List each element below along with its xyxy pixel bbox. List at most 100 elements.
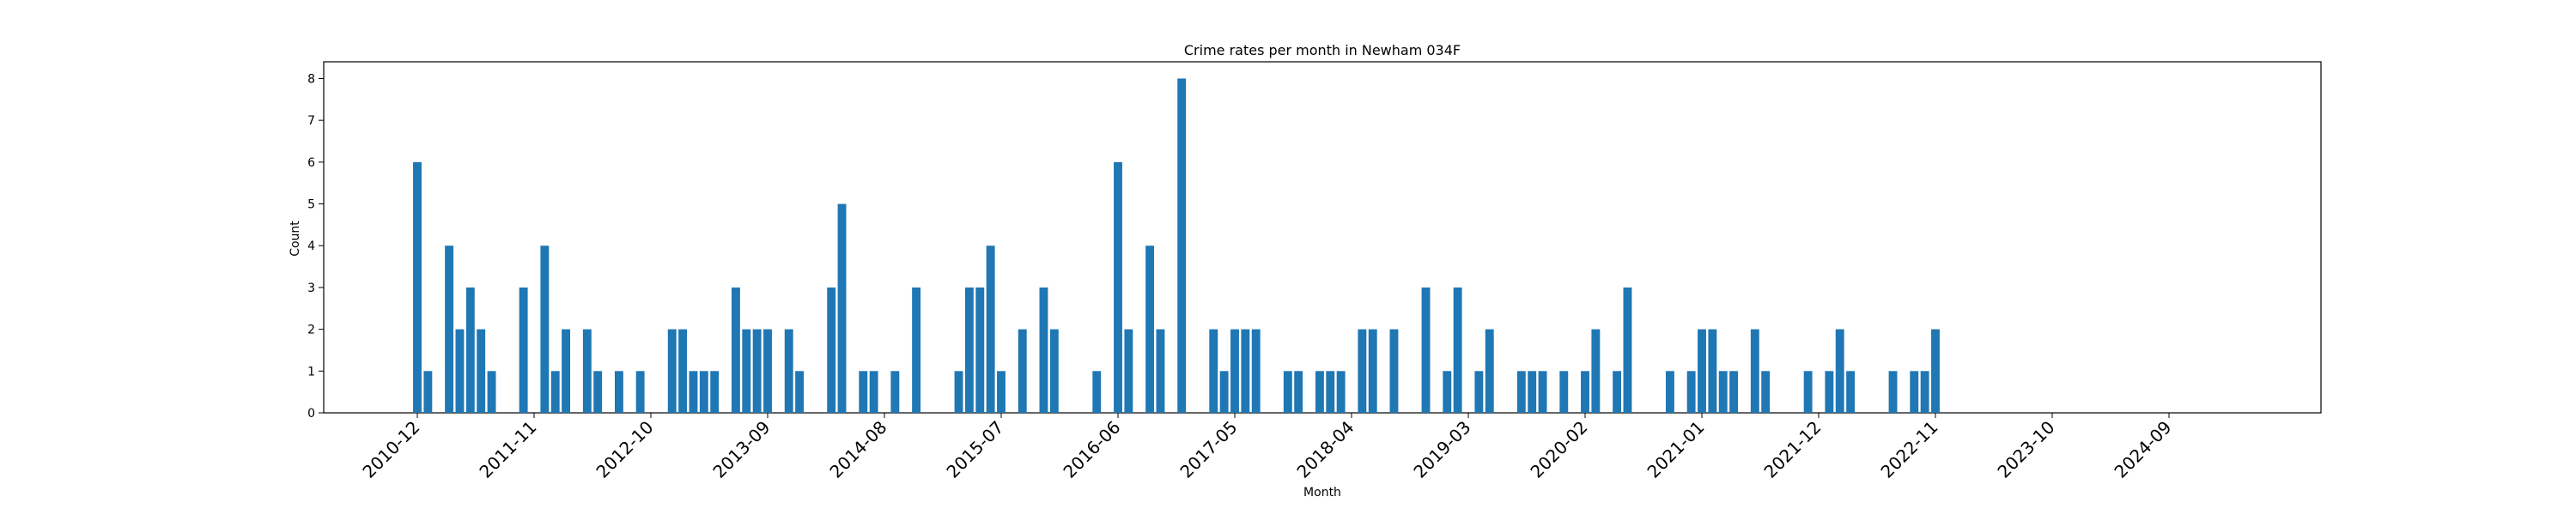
y-tick-label: 5	[307, 198, 315, 212]
bar	[1145, 245, 1155, 413]
bar	[1888, 371, 1898, 413]
y-tick-label: 3	[307, 282, 315, 295]
bar	[540, 245, 550, 413]
y-tick-label: 0	[307, 407, 315, 421]
bar	[1825, 371, 1834, 413]
bar	[667, 329, 677, 413]
bar	[869, 371, 878, 413]
y-axis-label: Count	[289, 221, 302, 257]
bar	[423, 371, 433, 413]
bar	[827, 287, 836, 413]
x-tick-label: 2023-10	[1993, 417, 2058, 482]
bar	[1368, 329, 1377, 413]
bar	[1686, 371, 1696, 413]
bar	[1718, 371, 1728, 413]
bar	[477, 329, 486, 413]
bar	[912, 287, 921, 413]
bar	[455, 329, 465, 413]
bar	[635, 371, 645, 413]
bar	[1591, 329, 1601, 413]
bar	[1613, 371, 1622, 413]
bar	[614, 371, 623, 413]
bar	[1092, 371, 1102, 413]
bar	[986, 245, 995, 413]
bar	[975, 287, 985, 413]
bar	[1623, 287, 1632, 413]
bar	[1538, 371, 1547, 413]
bar	[1443, 371, 1452, 413]
bar	[1124, 329, 1133, 413]
chart-title: Crime rates per month in Newham 034F	[1184, 42, 1461, 58]
bar	[1485, 329, 1494, 413]
bar	[465, 287, 475, 413]
bar	[795, 371, 805, 413]
x-tick-label: 2015-07	[942, 417, 1007, 482]
bar	[1559, 371, 1569, 413]
bar	[752, 329, 762, 413]
bar	[742, 329, 751, 413]
bar	[1803, 371, 1813, 413]
bar	[562, 329, 571, 413]
x-tick-label: 2014-08	[825, 417, 890, 482]
bars-group	[413, 78, 1940, 414]
bar	[487, 371, 496, 413]
bar	[550, 371, 560, 413]
bar	[699, 371, 708, 413]
y-tick-label: 1	[307, 365, 315, 379]
bar	[1315, 371, 1324, 413]
bar	[997, 371, 1005, 413]
bar	[1931, 329, 1940, 413]
bar	[1326, 371, 1335, 413]
x-tick-label: 2013-09	[708, 417, 774, 482]
bar	[954, 371, 963, 413]
bar	[1358, 329, 1367, 413]
bar	[1528, 371, 1537, 413]
bar	[837, 203, 847, 413]
bar	[1581, 371, 1589, 413]
bar	[763, 329, 772, 413]
bar	[582, 329, 592, 413]
x-tick-label: 2011-11	[475, 417, 540, 482]
bar	[593, 371, 603, 413]
bar	[1698, 329, 1706, 413]
bar	[678, 329, 688, 413]
bar	[1039, 287, 1048, 413]
bar	[519, 287, 528, 413]
y-tick-label: 2	[307, 324, 315, 337]
bar	[1421, 287, 1431, 413]
bar	[1453, 287, 1462, 413]
x-tick-label: 2022-11	[1876, 417, 1941, 482]
x-axis-label: Month	[1303, 486, 1341, 500]
bar	[784, 329, 793, 413]
x-tick-label: 2019-03	[1409, 417, 1474, 482]
x-tick-label: 2020-02	[1526, 417, 1591, 482]
bar	[890, 371, 900, 413]
bar	[1230, 329, 1239, 413]
x-tick-label: 2010-12	[358, 417, 423, 482]
bar	[1177, 78, 1187, 413]
x-tick-label: 2016-06	[1059, 417, 1124, 482]
bar	[1910, 371, 1919, 413]
bar	[1846, 371, 1856, 413]
y-tick-label: 7	[307, 114, 315, 128]
bar	[1729, 371, 1739, 413]
x-tick-label: 2012-10	[592, 417, 657, 482]
bar	[1336, 371, 1346, 413]
bar	[1049, 329, 1059, 413]
bar	[1283, 371, 1292, 413]
bar	[1209, 329, 1218, 413]
bar	[1251, 329, 1261, 413]
x-tick-label: 2024-09	[2110, 417, 2175, 482]
bar	[413, 161, 422, 414]
bar	[859, 371, 868, 413]
bar	[1219, 371, 1229, 413]
bar	[964, 287, 974, 413]
bar	[710, 371, 720, 413]
y-tick-label: 8	[307, 72, 315, 86]
bar	[1294, 371, 1303, 413]
x-tick-label: 2017-05	[1176, 417, 1241, 482]
bar	[1516, 371, 1526, 413]
bar	[1665, 371, 1674, 413]
bar	[689, 371, 698, 413]
